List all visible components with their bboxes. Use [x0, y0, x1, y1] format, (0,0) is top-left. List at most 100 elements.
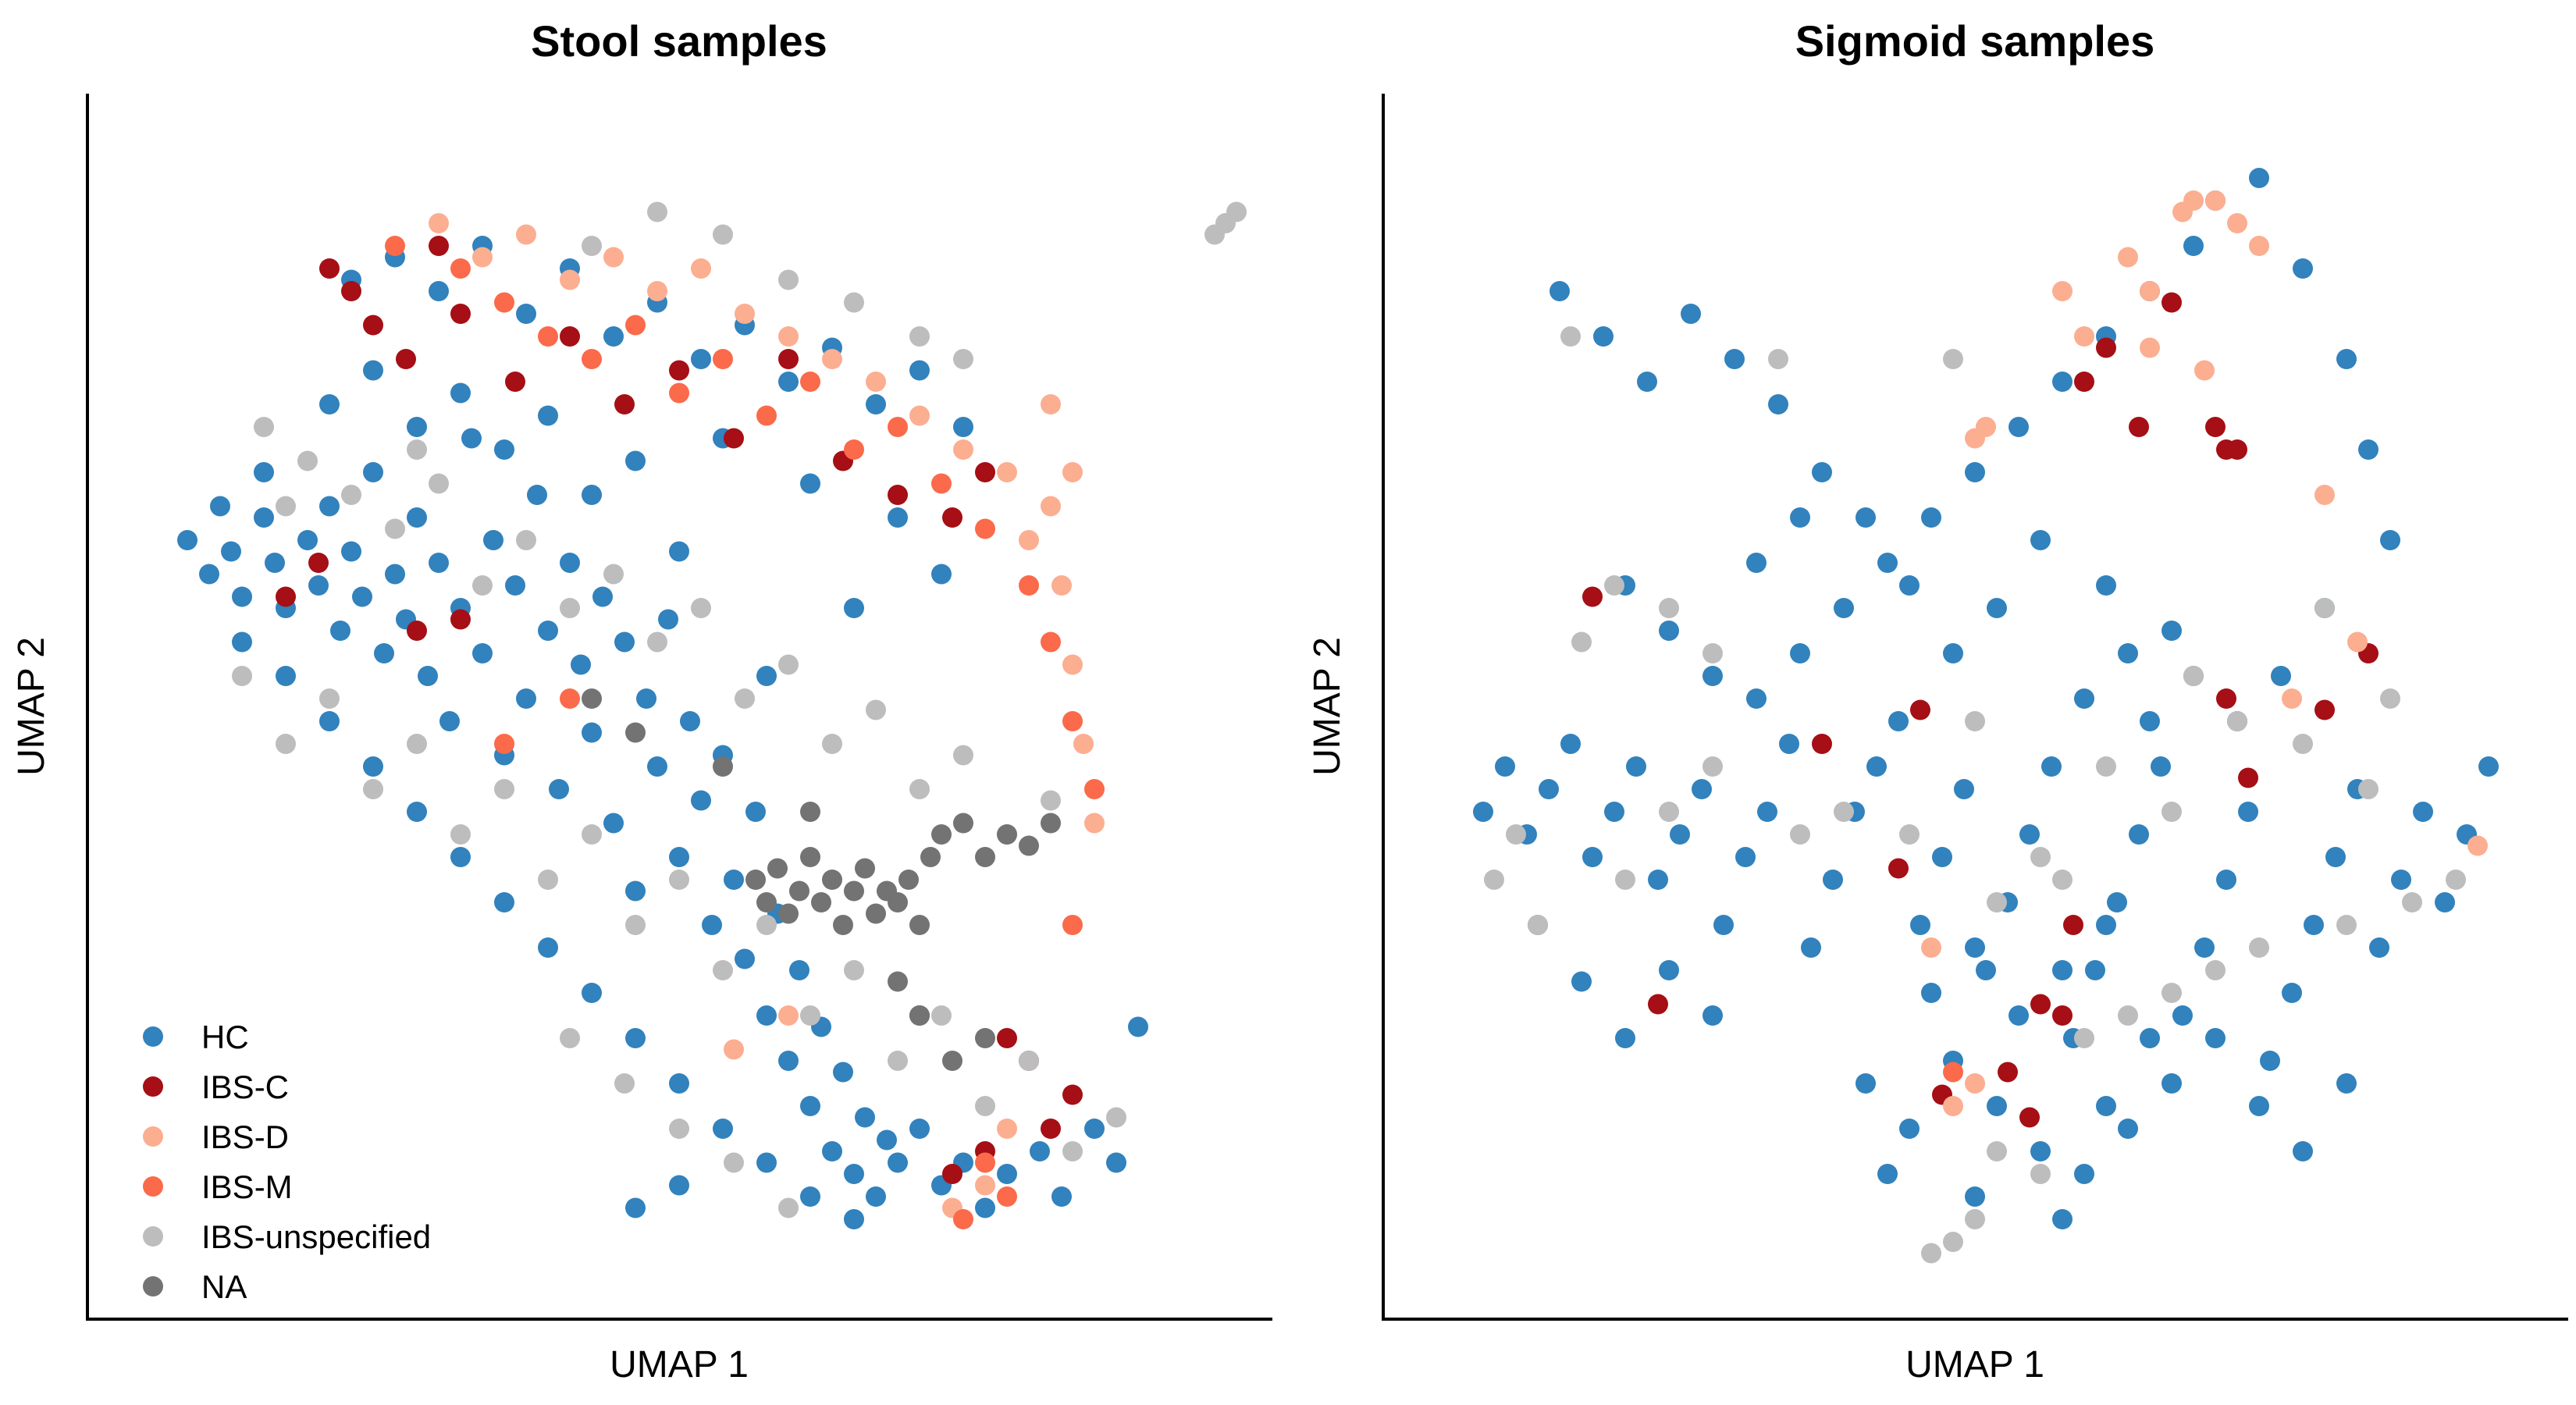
point-ibs-unspecified — [669, 1119, 689, 1139]
point-hc — [1626, 756, 1646, 777]
point-na — [800, 802, 820, 822]
point-ibs-d — [429, 213, 449, 233]
point-hc — [461, 428, 482, 449]
point-hc — [2140, 711, 2160, 731]
point-ibs-unspecified — [931, 1005, 952, 1026]
point-ibs-unspecified — [1965, 711, 1985, 731]
point-hc — [603, 326, 624, 347]
point-hc — [625, 1028, 646, 1048]
point-ibs-d — [1976, 417, 1996, 437]
point-ibs-c — [1812, 734, 1832, 754]
point-ibs-d — [1019, 530, 1039, 550]
point-ibs-unspecified — [2446, 870, 2466, 890]
point-ibs-unspecified — [1768, 349, 1788, 369]
legend-label-hc: HC — [201, 1019, 249, 1055]
point-ibs-unspecified — [2249, 937, 2269, 958]
point-hc — [745, 802, 766, 822]
point-ibs-unspecified — [1703, 756, 1723, 777]
point-hc — [1495, 756, 1515, 777]
point-ibs-unspecified — [407, 439, 427, 460]
point-hc — [254, 462, 274, 482]
point-ibs-unspecified — [1484, 870, 1504, 890]
point-ibs-d — [2118, 247, 2138, 268]
point-hc — [625, 450, 646, 471]
point-ibs-d — [603, 247, 624, 268]
point-ibs-m — [1943, 1062, 1963, 1083]
point-ibs-unspecified — [713, 224, 733, 245]
point-na — [888, 892, 908, 912]
point-ibs-unspecified — [1041, 790, 1061, 811]
point-ibs-c — [308, 553, 329, 573]
point-ibs-unspecified — [1899, 824, 1920, 845]
point-hc — [549, 779, 569, 799]
point-ibs-unspecified — [363, 779, 383, 799]
point-hc — [1834, 598, 1854, 618]
point-ibs-unspecified — [844, 960, 864, 980]
point-na — [833, 915, 853, 935]
legend: HC IBS-C IBS-D IBS-M IBS-unspecified NA — [143, 1019, 431, 1305]
point-ibs-unspecified — [560, 1028, 580, 1048]
point-hc — [614, 631, 635, 653]
point-hc — [2304, 915, 2324, 935]
point-hc — [2030, 530, 2051, 550]
point-ibs-d — [953, 439, 973, 460]
point-ibs-d — [647, 281, 667, 301]
point-ibs-unspecified — [1226, 201, 1247, 222]
point-ibs-m — [975, 518, 995, 539]
point-ibs-m — [625, 315, 646, 336]
point-ibs-unspecified — [1834, 802, 1854, 822]
point-ibs-unspecified — [724, 1152, 744, 1173]
point-ibs-c — [2216, 688, 2236, 709]
point-ibs-unspecified — [1604, 575, 1624, 596]
point-hc — [1932, 847, 1952, 867]
point-hc — [1790, 507, 1810, 528]
point-hc — [2271, 666, 2291, 686]
point-ibs-m — [538, 326, 558, 347]
point-ibs-c — [2096, 337, 2116, 358]
point-hc — [691, 349, 711, 369]
point-hc — [1571, 971, 1592, 992]
point-ibs-d — [1943, 1096, 1963, 1116]
point-hc — [909, 1119, 930, 1139]
point-ibs-d — [735, 304, 755, 324]
point-hc — [1735, 847, 1756, 867]
point-ibs-unspecified — [691, 598, 711, 618]
point-hc — [516, 688, 536, 709]
point-ibs-m — [1084, 779, 1105, 799]
point-hc — [2096, 915, 2116, 935]
point-ibs-unspecified — [756, 915, 777, 935]
point-na — [811, 892, 831, 912]
point-hc — [1030, 1141, 1050, 1161]
point-hc — [756, 1152, 777, 1173]
point-hc — [756, 666, 777, 686]
point-hc — [505, 575, 525, 596]
point-hc — [1801, 937, 1821, 958]
point-ibs-c — [1998, 1062, 2018, 1083]
point-hc — [1681, 304, 1701, 324]
point-hc — [592, 586, 613, 607]
point-ibs-d — [472, 247, 493, 268]
point-ibs-unspecified — [2183, 666, 2204, 686]
sigmoid-y-axis-label: UMAP 2 — [1307, 637, 1348, 776]
legend-marker-ibs-d — [143, 1126, 163, 1147]
point-ibs-unspecified — [909, 779, 930, 799]
point-ibs-unspecified — [735, 688, 755, 709]
point-hc — [2238, 802, 2258, 822]
point-ibs-d — [997, 462, 1017, 482]
point-na — [942, 1051, 962, 1071]
point-hc — [2413, 802, 2433, 822]
point-ibs-c — [319, 258, 340, 279]
point-ibs-unspecified — [2030, 1164, 2051, 1184]
point-ibs-unspecified — [1943, 1232, 1963, 1252]
point-hc — [2118, 643, 2138, 663]
point-ibs-unspecified — [2030, 847, 2051, 867]
point-hc — [1746, 553, 1767, 573]
point-hc — [385, 564, 405, 585]
point-ibs-c — [2030, 994, 2051, 1015]
legend-label-ibs-unspecified: IBS-unspecified — [201, 1218, 431, 1255]
point-hc — [2140, 1028, 2160, 1048]
point-hc — [2478, 756, 2499, 777]
point-hc — [1713, 915, 1734, 935]
point-hc — [560, 553, 580, 573]
